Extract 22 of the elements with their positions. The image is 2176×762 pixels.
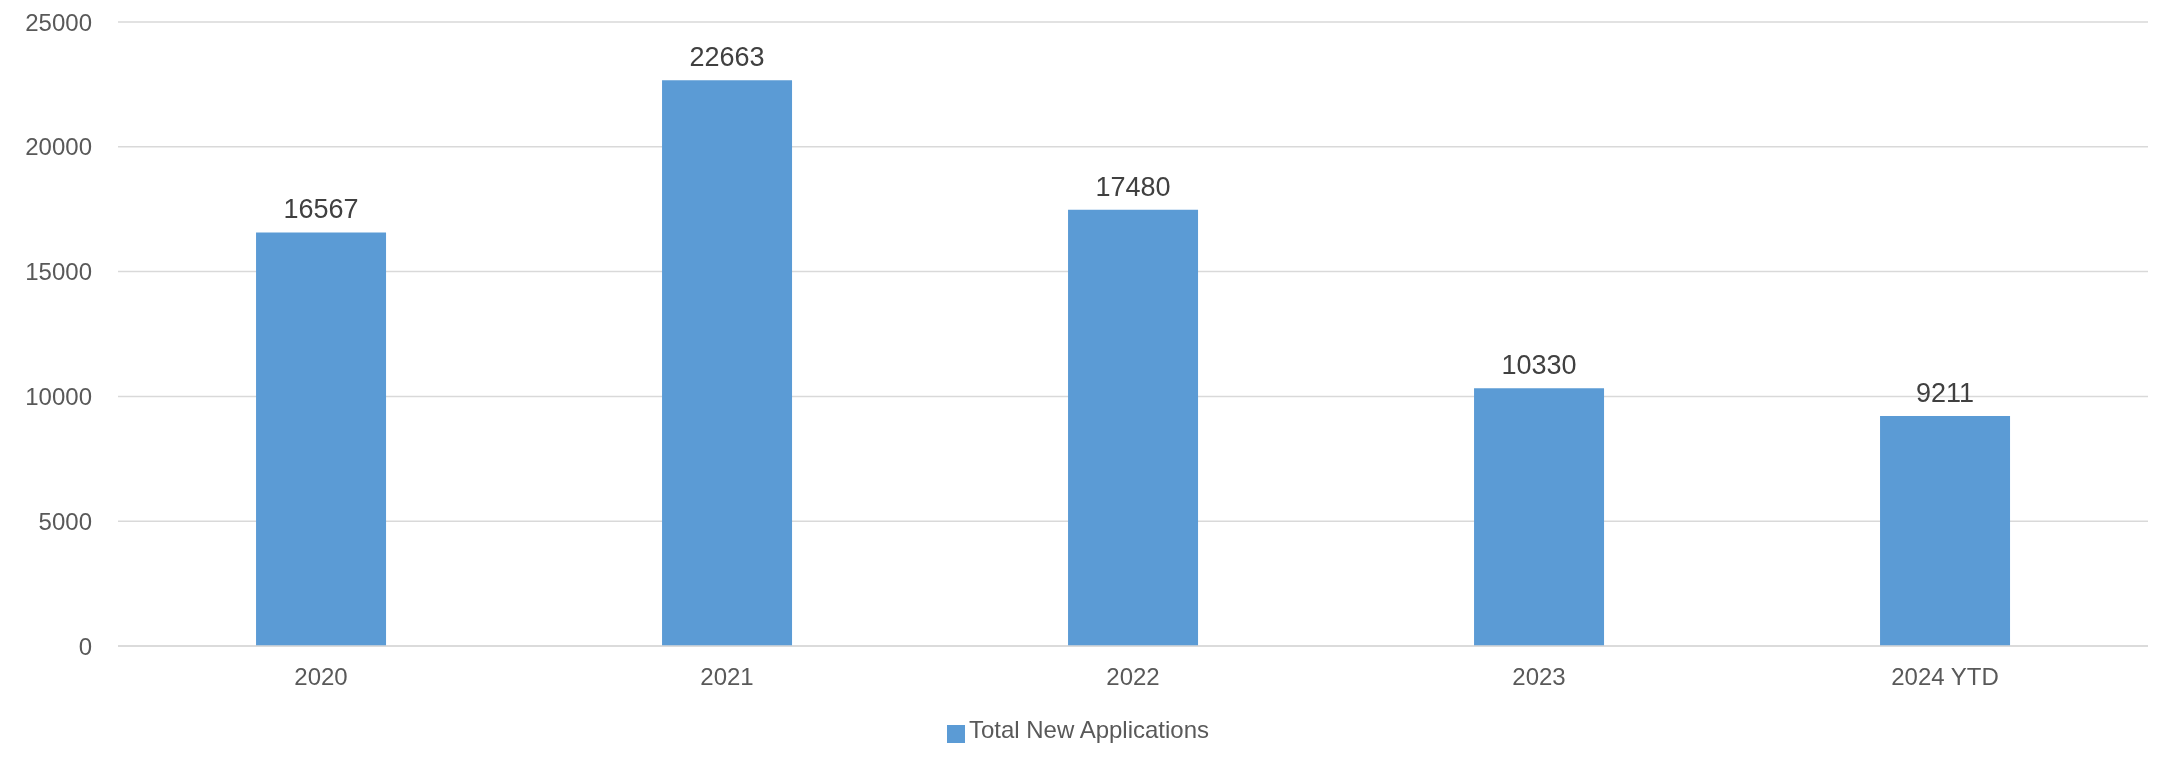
bar xyxy=(1880,416,2011,646)
y-tick-label: 0 xyxy=(78,632,92,660)
x-tick-label: 2023 xyxy=(1512,663,1566,691)
bar xyxy=(662,80,793,646)
bar xyxy=(1474,388,1605,646)
y-tick-label: 25000 xyxy=(25,8,92,36)
y-tick-label: 20000 xyxy=(25,133,92,161)
data-label: 22663 xyxy=(689,42,765,73)
y-tick-label: 5000 xyxy=(38,507,92,535)
data-label: 9211 xyxy=(1916,378,1975,409)
x-tick-label: 2024 YTD xyxy=(1891,663,1999,691)
data-label: 10330 xyxy=(1501,350,1577,381)
bar xyxy=(256,232,387,646)
x-tick-label: 2020 xyxy=(294,663,348,691)
data-label: 17480 xyxy=(1095,171,1171,202)
legend-label: Total New Applications xyxy=(968,716,1210,743)
data-label: 16567 xyxy=(283,194,359,225)
x-tick-label: 2021 xyxy=(700,663,754,691)
y-tick-label: 10000 xyxy=(25,382,92,410)
bar xyxy=(1068,209,1199,646)
y-tick-label: 15000 xyxy=(25,258,92,286)
x-tick-label: 2022 xyxy=(1106,663,1160,691)
